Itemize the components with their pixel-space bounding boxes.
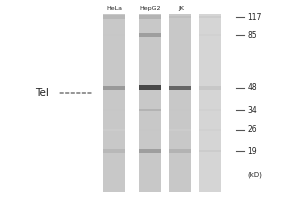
Bar (139, 14, 161, 192)
Bar (103, 14, 125, 192)
Bar (103, 149, 125, 153)
Bar (103, 34, 125, 36)
Bar (103, 109, 125, 111)
Bar (169, 16, 191, 18)
Text: 19: 19 (248, 146, 257, 156)
Text: 26: 26 (248, 126, 257, 134)
Text: 85: 85 (248, 30, 257, 40)
Bar (199, 150, 220, 152)
Bar (199, 14, 221, 192)
Bar (169, 109, 191, 111)
Bar (103, 15, 125, 19)
Text: 48: 48 (248, 83, 257, 92)
Bar (139, 33, 161, 37)
Bar (199, 16, 220, 18)
Bar (139, 85, 161, 90)
Text: (kD): (kD) (248, 172, 262, 178)
Bar (199, 109, 220, 111)
Text: 117: 117 (248, 12, 262, 21)
Bar (139, 149, 161, 153)
Bar (103, 129, 125, 131)
Bar (199, 129, 220, 131)
Text: Tel: Tel (35, 88, 49, 98)
Bar (103, 86, 125, 90)
Text: HeLa: HeLa (106, 6, 122, 11)
Bar (169, 86, 191, 90)
Bar (169, 149, 191, 153)
Bar (169, 14, 191, 192)
Bar (199, 86, 220, 90)
Bar (139, 15, 161, 19)
Bar (199, 34, 220, 36)
Bar (169, 129, 191, 131)
Text: JK: JK (178, 6, 184, 11)
Bar (139, 109, 161, 111)
Bar (139, 129, 161, 131)
Text: HepG2: HepG2 (139, 6, 161, 11)
Text: 34: 34 (248, 106, 257, 114)
